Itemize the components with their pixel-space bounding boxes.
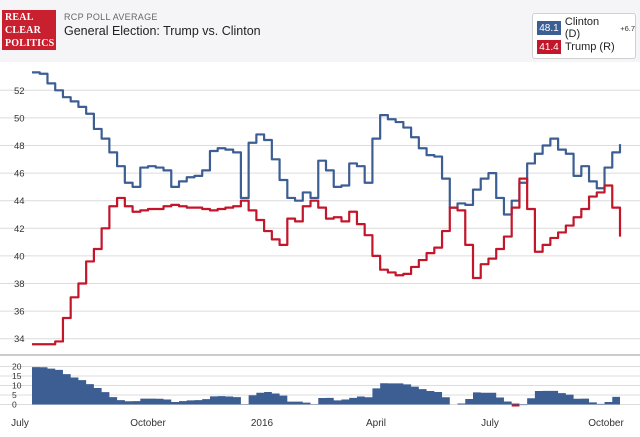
legend-trump[interactable]: 41.4 Trump (R): [537, 39, 615, 55]
x-axis-ticks: July October 2016 April July October: [11, 418, 624, 429]
spread-negative-marker: [511, 404, 520, 407]
y-tick-label: 42: [14, 224, 25, 235]
x-tick-label: October: [588, 418, 624, 429]
y-tick-label: 50: [14, 113, 25, 124]
spread-y-tick-label: 5: [12, 390, 17, 400]
x-tick-label: 2016: [251, 418, 274, 429]
y-axis-ticks: 34 36 38 40 42 44 46 48 50 52: [14, 86, 25, 345]
grid-lines: [0, 89, 640, 340]
logo-line-3: POLITICS: [5, 37, 55, 49]
poll-average-label: RCP POLL AVERAGE: [64, 12, 158, 22]
clinton-legend-label: Clinton (D): [564, 16, 600, 40]
y-tick-label: 52: [14, 86, 25, 97]
clinton-spread: +6.7: [620, 23, 635, 33]
trump-legend-label: Trump (R): [565, 41, 615, 53]
series-lines: [32, 71, 622, 346]
chart-background: [0, 62, 640, 437]
trump-value-badge: 41.4: [537, 40, 561, 54]
clinton-value-badge: 48.1: [537, 21, 561, 35]
y-tick-label: 46: [14, 169, 25, 180]
spread-y-tick-label: 10: [12, 381, 22, 391]
chart-title: General Election: Trump vs. Clinton: [64, 24, 261, 38]
trump-series-line[interactable]: [32, 177, 622, 346]
spread-y-tick-label: 20: [12, 362, 22, 372]
y-tick-label: 44: [14, 196, 25, 207]
spread-y-tick-label: 0: [12, 400, 17, 410]
legend: 48.1 Clinton (D) +6.7 41.4 Trump (R): [532, 13, 636, 59]
spread-y-tick-label: 15: [12, 371, 22, 381]
y-tick-label: 34: [14, 334, 25, 345]
y-tick-label: 48: [14, 141, 25, 152]
legend-clinton[interactable]: 48.1 Clinton (D) +6.7: [537, 16, 635, 40]
chart-header: REAL CLEAR POLITICS RCP POLL AVERAGE Gen…: [0, 0, 640, 62]
spread-area-fill: [32, 367, 620, 406]
logo-line-2: CLEAR: [5, 24, 42, 36]
x-tick-label: July: [481, 418, 499, 429]
rcp-logo[interactable]: REAL CLEAR POLITICS: [2, 10, 56, 50]
logo-line-1: REAL: [5, 11, 34, 23]
y-tick-label: 38: [14, 279, 25, 290]
y-tick-label: 36: [14, 307, 25, 318]
x-tick-label: July: [11, 418, 29, 429]
x-tick-label: April: [366, 418, 386, 429]
y-tick-label: 40: [14, 251, 25, 262]
clinton-series-line[interactable]: [32, 71, 622, 216]
x-tick-label: October: [130, 418, 166, 429]
